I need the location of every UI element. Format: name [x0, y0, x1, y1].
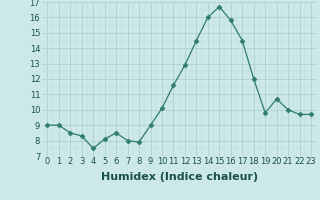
X-axis label: Humidex (Indice chaleur): Humidex (Indice chaleur) [100, 172, 258, 182]
